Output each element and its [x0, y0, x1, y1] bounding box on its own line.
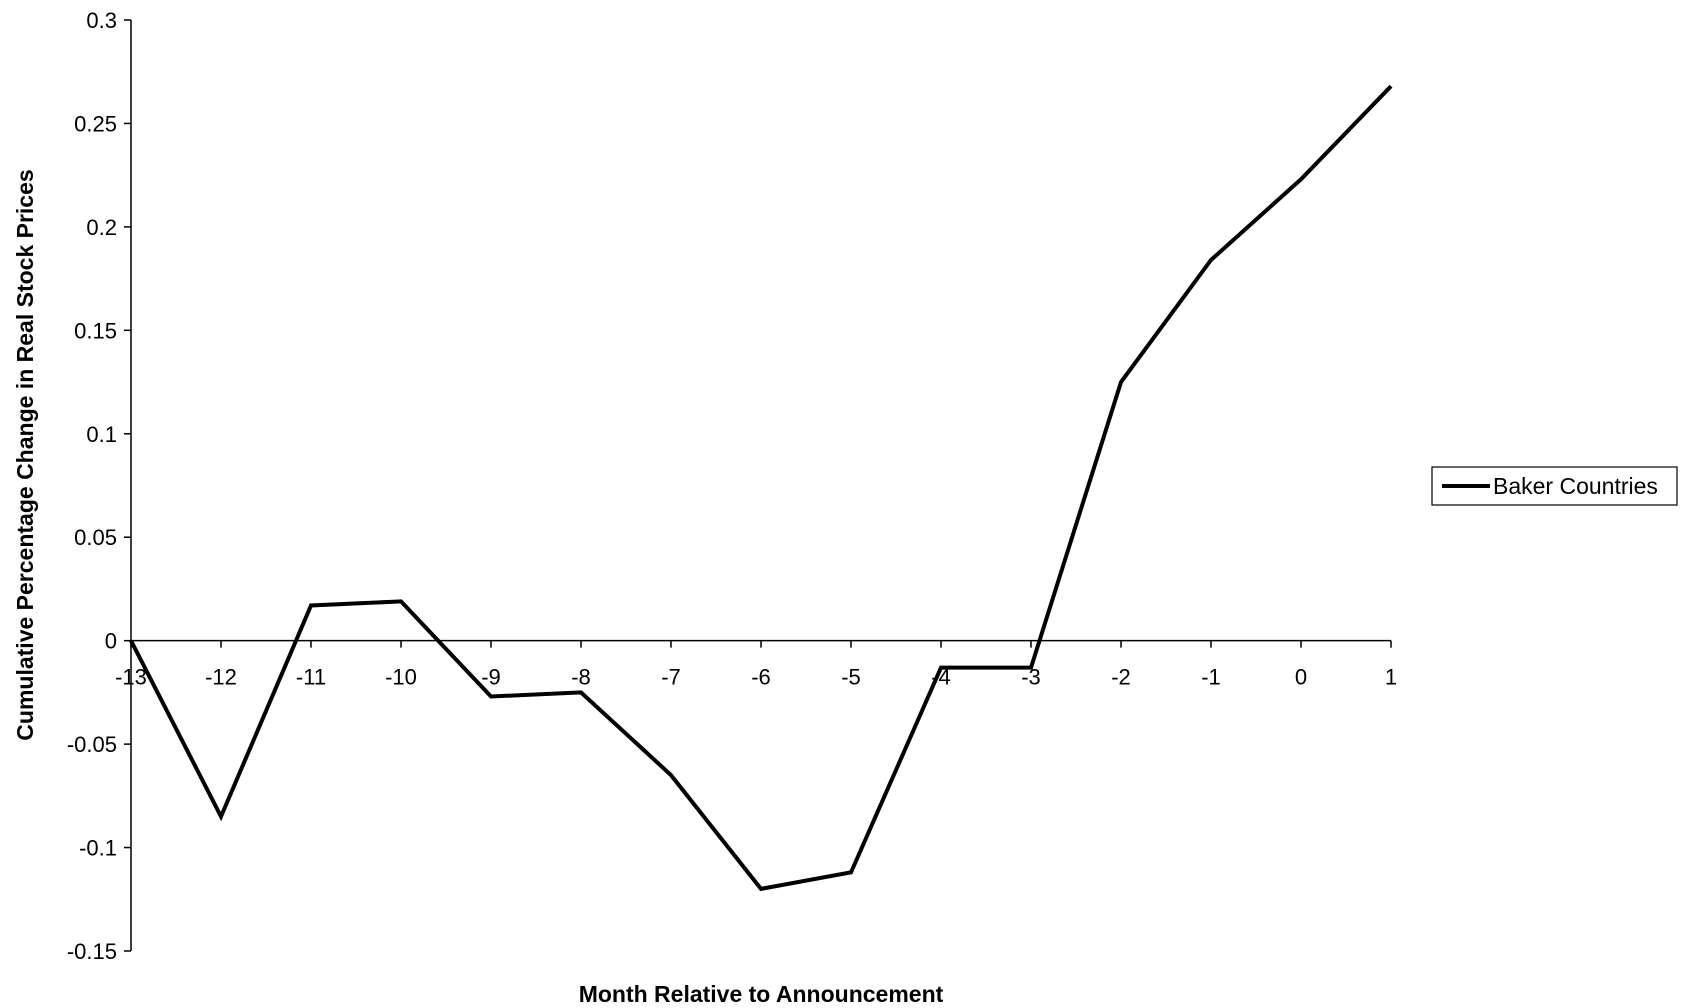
y-axis-title: Cumulative Percentage Change in Real Sto…	[12, 169, 38, 740]
x-tick-label: -3	[1021, 665, 1041, 690]
x-tick-label: -11	[296, 665, 326, 690]
x-tick-label: -5	[841, 665, 861, 690]
x-tick-label: -1	[1201, 665, 1221, 690]
y-ticks: 0.3 0.25 0.2 0.15 0.1 0.05 0 -0.05 -0.1 -0.15	[67, 8, 131, 964]
y-tick-label: 0.1	[86, 422, 117, 447]
y-tick-label: -0.1	[79, 836, 117, 861]
series	[129, 84, 1393, 892]
x-axis-title: Month Relative to Announcement	[579, 981, 944, 1007]
y-tick-label: 0.2	[86, 215, 117, 240]
y-tick-label: 0.25	[74, 111, 117, 136]
legend: Baker Countries	[1431, 466, 1678, 506]
y-tick-label: -0.05	[67, 732, 117, 757]
y-tick-label: 0.05	[74, 525, 117, 550]
y-tick-label: 0	[105, 629, 117, 654]
x-tick-label: -13	[115, 665, 147, 690]
x-tick-label: -8	[571, 665, 591, 690]
x-tick-label: -10	[385, 665, 417, 690]
x-tick-label: -7	[661, 665, 681, 690]
x-tick-label: -6	[751, 665, 771, 690]
x-tick-label: -2	[1111, 665, 1131, 690]
x-tick-label: -12	[205, 665, 237, 690]
x-tick-label: 0	[1295, 665, 1307, 690]
x-tick-label: 1	[1385, 665, 1397, 690]
y-tick-label: 0.3	[86, 8, 117, 33]
x-ticks: -13 -12 -11 -10 -9 -8 -7 -6 -5 -4 -3 -2 -1 0 1	[115, 640, 1397, 690]
legend-label: Baker Countries	[1493, 473, 1658, 499]
series-line-baker-countries	[129, 84, 1393, 892]
y-tick-label: -0.15	[67, 939, 117, 964]
x-tick-label: -9	[481, 665, 501, 690]
y-tick-label: 0.15	[74, 318, 117, 343]
